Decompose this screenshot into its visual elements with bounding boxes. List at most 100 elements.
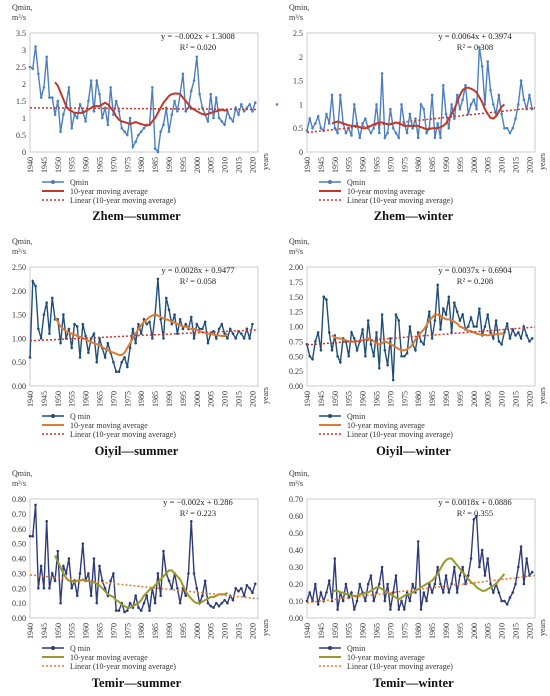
x-tick-label: 1960 [82, 623, 91, 639]
qmin-point [248, 586, 251, 590]
qmin-point [114, 99, 118, 103]
qmin-point [164, 296, 168, 300]
qmin-point [372, 599, 376, 603]
y-tick-label: 0 [299, 148, 303, 157]
qmin-point [117, 609, 121, 612]
qmin-point [184, 594, 188, 597]
qmin-point [333, 557, 337, 560]
qmin-point [472, 518, 476, 521]
qmin-point [242, 109, 246, 113]
qmin-point [131, 145, 135, 149]
x-tick-label: 1975 [400, 157, 409, 173]
qmin-point [355, 122, 359, 125]
moving-average-line [54, 81, 228, 127]
legend-label: Qmin [347, 644, 365, 653]
chart-panel-2: Qmin, m³/s 0 0.5 1 1.5 2 2.5 1940 1945 1950 1955 196… [275, 0, 550, 228]
x-tick-label: 1955 [345, 157, 354, 173]
qmin-point [109, 579, 112, 583]
x-tick-label: 1975 [123, 623, 132, 639]
x-tick-label: 1965 [373, 157, 382, 173]
chart-panel-4: Qmin, m³/s 0.00 0.25 0.50 0.75 1.00 1.25 1.50 1.7… [277, 234, 550, 462]
qmin-point [519, 79, 523, 82]
x-tick-label: 1995 [179, 391, 188, 407]
qmin-point [100, 116, 104, 120]
y-tick-label: 2.5 [293, 29, 303, 38]
qmin-point [383, 599, 387, 603]
qmin-point [217, 116, 221, 120]
y-tick-label: 2.50 [12, 263, 26, 272]
qmin-point [314, 582, 317, 586]
qmin-point [505, 322, 509, 325]
y-tick-label: 1.00 [12, 334, 26, 343]
qmin-point [397, 319, 401, 322]
y-tick-label: 1.00 [289, 323, 303, 332]
qmin-point [514, 117, 517, 120]
qmin-point [195, 55, 199, 59]
qmin-point [411, 126, 414, 130]
x-tick-label: 1950 [331, 391, 340, 407]
qmin-point [237, 589, 240, 593]
x-tick-label: 2000 [470, 623, 479, 639]
qmin-point [394, 313, 398, 316]
qmin-point [530, 570, 534, 574]
qmin-point [212, 606, 215, 609]
x-tick-label: 1970 [109, 391, 118, 407]
qmin-point [153, 601, 157, 605]
qmin-point [226, 337, 229, 340]
qmin-point [405, 351, 409, 355]
qmin-point [173, 99, 176, 103]
qmin-point [95, 79, 99, 82]
qmin-point [500, 343, 503, 346]
qmin-point [372, 354, 376, 358]
qmin-point [489, 582, 492, 586]
legend-label: Linear (10-year moving average) [70, 662, 176, 671]
qmin-point [372, 126, 376, 130]
x-tick-label: 1940 [26, 157, 35, 173]
qmin-point [67, 557, 71, 560]
r-squared: R² = 0.308 [457, 42, 493, 52]
legend-marker [51, 180, 55, 184]
qmin-point [231, 120, 235, 123]
qmin-point [153, 147, 157, 150]
qmin-point [472, 325, 476, 328]
qmin-point [112, 572, 115, 575]
qmin-point [106, 341, 110, 345]
qmin-point [75, 116, 79, 120]
y-tick-label: 0.50 [289, 352, 303, 361]
qmin-point [377, 582, 381, 586]
qmin-point [178, 318, 182, 321]
qmin-point [50, 572, 54, 575]
qmin-point [70, 586, 74, 590]
qmin-point [478, 45, 481, 49]
qmin-point [308, 354, 312, 358]
legend-label: 10-year moving average [70, 421, 148, 430]
qmin-point [48, 96, 51, 99]
qmin-point [430, 93, 434, 97]
qmin-point [156, 572, 160, 575]
qmin-point [525, 557, 528, 560]
qmin-point [319, 591, 323, 594]
qmin-point [245, 327, 249, 331]
qmin-point [117, 370, 121, 374]
qmin-point [364, 354, 367, 358]
x-tick-label: 2000 [470, 391, 479, 407]
qmin-point [139, 332, 143, 335]
x-tick-label: 2020 [525, 623, 534, 639]
qmin-point [106, 123, 110, 127]
qmin-point [344, 582, 348, 586]
qmin-point [386, 582, 389, 586]
trend-equation: y = 0.0037x + 0.6904 [438, 265, 512, 275]
x-tick-label: 1940 [303, 391, 312, 407]
x-tick-label: 2010 [498, 157, 507, 173]
qmin-point [464, 84, 467, 87]
qmin-point [305, 129, 309, 132]
chart-panel-5: Qmin, m³/s 0.00 0.10 0.20 0.30 0.40 0.50 0.60 0.7… [0, 466, 273, 694]
qmin-point [189, 315, 193, 319]
qmin-point [491, 337, 495, 340]
x-tick-label: 1980 [414, 623, 423, 639]
qmin-point [201, 594, 204, 597]
x-tick-label: 1965 [96, 157, 105, 173]
qmin-point [439, 582, 442, 586]
qmin-point [325, 112, 328, 116]
qmin-point [31, 534, 35, 538]
